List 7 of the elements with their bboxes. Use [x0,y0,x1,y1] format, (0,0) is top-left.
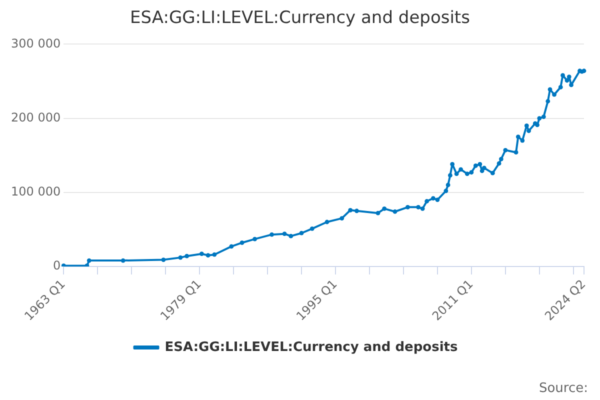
y-tick-label: 0 [52,258,61,273]
chart-title: ESA:GG:LI:LEVEL:Currency and deposits [129,8,471,28]
source-note: Source: [538,381,588,396]
y-tick-label: 300 000 [11,36,61,50]
y-tick-label: 200 000 [11,110,61,124]
legend-label: ESA:GG:LI:LEVEL:Currency and deposits [164,340,458,355]
y-tick-label: 100 000 [11,184,61,198]
